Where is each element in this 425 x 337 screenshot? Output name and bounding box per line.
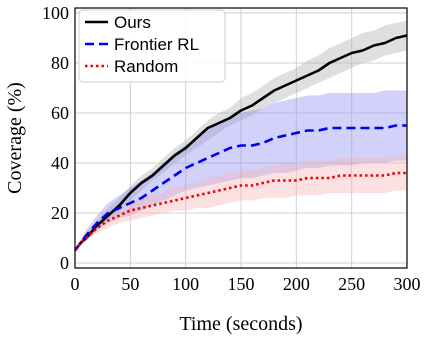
- y-tick-label: 80: [51, 53, 69, 73]
- x-tick-labels: 0 50 100 150 200 250 300: [71, 274, 421, 294]
- y-tick-label: 100: [42, 3, 69, 23]
- x-tick-label: 150: [228, 274, 255, 294]
- y-tick-label: 20: [51, 203, 69, 223]
- y-axis-title: Coverage (%): [4, 82, 26, 194]
- series-lines: [73, 34, 408, 252]
- x-tick-label: 0: [71, 274, 80, 294]
- random-line: [73, 171, 407, 252]
- x-axis-title: Time (seconds): [179, 313, 302, 335]
- y-tick-labels: 0 20 40 60 80 100: [42, 3, 69, 273]
- x-tick-label: 200: [283, 274, 310, 294]
- legend: Ours Frontier RL Random: [78, 9, 226, 83]
- x-tick-label: 300: [394, 274, 421, 294]
- legend-label-ours: Ours: [114, 13, 151, 32]
- x-tick-label: 250: [338, 274, 365, 294]
- legend-box: [78, 9, 226, 83]
- y-tick-label: 60: [51, 103, 69, 123]
- ours-band: [75, 20, 407, 251]
- plot-frame: [74, 7, 408, 269]
- legend-label-random: Random: [114, 57, 178, 76]
- ours-line: [73, 34, 408, 252]
- y-tick-label: 0: [60, 253, 69, 273]
- x-tick-label: 100: [172, 274, 199, 294]
- legend-label-frontier-rl: Frontier RL: [114, 35, 199, 54]
- frontier-rl-line: [73, 124, 407, 252]
- y-tick-label: 40: [51, 153, 69, 173]
- random-band: [75, 155, 407, 251]
- x-tick-label: 50: [121, 274, 139, 294]
